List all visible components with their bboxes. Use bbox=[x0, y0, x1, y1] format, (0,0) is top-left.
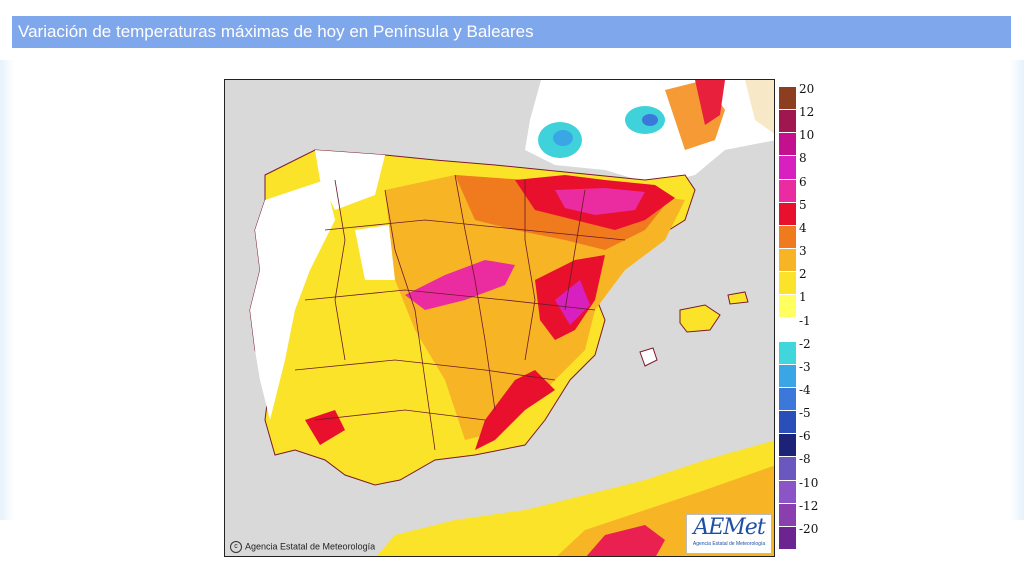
ibiza bbox=[639, 347, 658, 367]
legend-swatch bbox=[779, 318, 796, 341]
legend-swatch bbox=[779, 87, 796, 110]
legend-swatch bbox=[779, 156, 796, 179]
legend-label: 2 bbox=[799, 267, 807, 282]
legend-label: -2 bbox=[799, 336, 811, 351]
legend-swatch bbox=[779, 225, 796, 249]
mallorca bbox=[679, 304, 721, 333]
legend-swatch bbox=[779, 526, 796, 549]
portugal-neutral-area bbox=[250, 180, 335, 420]
africa-hot-area bbox=[586, 525, 665, 556]
legend-swatch bbox=[779, 387, 796, 411]
france-cool-area-4 bbox=[642, 114, 658, 126]
legend-label: 1 bbox=[799, 290, 807, 305]
aemet-logo-subtitle: Agencia Estatal de Meteorología bbox=[692, 541, 766, 547]
temperature-variation-map[interactable]: c Agencia Estatal de Meteorología AEMet A… bbox=[224, 79, 775, 557]
aemet-logo[interactable]: AEMet Agencia Estatal de Meteorología bbox=[686, 514, 772, 554]
map-canvas bbox=[225, 80, 774, 556]
legend-label: 4 bbox=[799, 220, 807, 235]
legend-swatch bbox=[779, 179, 796, 202]
central-system-hot-area bbox=[405, 260, 515, 310]
france-hot-area bbox=[695, 80, 725, 125]
legend-swatch bbox=[779, 364, 796, 387]
legend-label: 10 bbox=[799, 128, 815, 143]
legend-label: -10 bbox=[799, 475, 819, 490]
page-title: Variación de temperaturas máximas de hoy… bbox=[12, 16, 1011, 48]
ebro-very-hot-area bbox=[555, 188, 645, 215]
legend-swatch bbox=[779, 272, 796, 295]
legend-swatch bbox=[779, 110, 796, 133]
southwest-hot-area bbox=[305, 410, 345, 445]
legend-label: -6 bbox=[799, 429, 811, 444]
legend-swatch bbox=[779, 202, 796, 225]
legend-label: -12 bbox=[799, 498, 819, 513]
legend-swatch bbox=[779, 503, 796, 526]
legend-swatch bbox=[779, 457, 796, 480]
legend-label: -8 bbox=[799, 452, 811, 467]
france-cool-area-2 bbox=[553, 130, 573, 146]
southeast-hot-area bbox=[475, 370, 555, 450]
background-decoration-left bbox=[0, 60, 14, 520]
legend-label: -1 bbox=[799, 313, 811, 328]
legend-label: -5 bbox=[799, 406, 811, 421]
color-legend: 20 12 10 8 6 5 4 3 2 1 -1 -2 -3 -4 -5 -6 -8 -10 -12 -20 bbox=[779, 82, 839, 550]
legend-label: 3 bbox=[799, 244, 807, 259]
legend-label: -3 bbox=[799, 359, 811, 374]
legend-label: 8 bbox=[799, 151, 807, 166]
legend-label: -4 bbox=[799, 382, 811, 397]
province-borders bbox=[294, 174, 626, 451]
copyright-icon: c bbox=[230, 541, 242, 553]
legend-swatch bbox=[779, 249, 796, 272]
legend-swatch bbox=[779, 133, 796, 156]
levante-very-hot-area bbox=[555, 280, 590, 325]
legend-swatch bbox=[779, 411, 796, 434]
copyright-text: Agencia Estatal de Meteorología bbox=[245, 541, 376, 552]
legend-swatch bbox=[779, 480, 796, 503]
legend-label: 5 bbox=[799, 197, 807, 212]
legend-swatch bbox=[779, 295, 796, 318]
legend-label: 6 bbox=[799, 174, 807, 189]
legend-label: 20 bbox=[799, 82, 815, 96]
galicia-neutral-area bbox=[315, 150, 385, 210]
legend-label: -20 bbox=[799, 521, 819, 536]
legend-swatch bbox=[779, 434, 796, 457]
italy-land bbox=[745, 80, 774, 134]
menorca bbox=[727, 291, 749, 305]
background-decoration-right bbox=[1010, 60, 1024, 520]
legend-swatch bbox=[779, 341, 796, 364]
map-copyright: c Agencia Estatal de Meteorología bbox=[230, 541, 375, 553]
legend-label: 12 bbox=[799, 105, 815, 120]
aemet-logo-mark: AEMet bbox=[693, 515, 765, 540]
